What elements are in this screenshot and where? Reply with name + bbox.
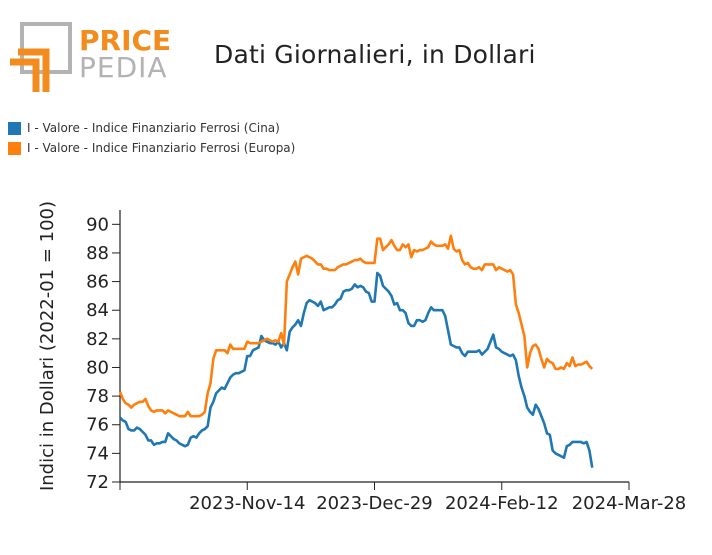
- y-tick-label: 72: [86, 472, 109, 493]
- chart-title: Dati Giornalieri, in Dollari: [214, 40, 536, 69]
- legend-swatch-cina: [8, 121, 21, 135]
- x-tick-label: 2023-Nov-14: [189, 493, 305, 514]
- series-layer: [118, 234, 594, 468]
- x-tick-label: 2023-Dec-29: [316, 493, 433, 514]
- pricepedia-logo-mark: PRICE PEDIA: [10, 22, 171, 92]
- legend-swatch-europa: [8, 141, 21, 155]
- logo-word-pedia: PEDIA: [79, 51, 168, 84]
- legend-item-europa[interactable]: I - Valore - Indice Finanziario Ferrosi …: [8, 138, 295, 158]
- logo-orange-corner-outer: [10, 58, 40, 92]
- y-tick-label: 88: [86, 243, 109, 264]
- y-tick-label: 76: [86, 415, 109, 436]
- pricepedia-logo: PRICE PEDIA: [8, 22, 178, 94]
- y-tick-label: 86: [86, 272, 109, 293]
- y-tick-label: 82: [86, 329, 109, 350]
- y-tick-label: 84: [86, 300, 109, 321]
- x-axis: 2023-Nov-14 2023-Dec-29 2024-Feb-12 2024-Ma…: [119, 481, 687, 514]
- legend-label-cina: I - Valore - Indice Finanziario Ferrosi …: [27, 121, 280, 135]
- legend-item-cina[interactable]: I - Valore - Indice Finanziario Ferrosi …: [8, 118, 295, 138]
- series-line-cina: [119, 271, 594, 468]
- y-tick-label: 90: [86, 214, 109, 235]
- x-tick-label: 2024-Mar-28: [572, 493, 687, 514]
- series-line-europa: [118, 234, 594, 418]
- y-axis-label: Indici in Dollari (2022-01 = 100): [37, 201, 58, 491]
- y-axis: 72 74 76 78 80 82 84 86 88 90: [86, 210, 121, 493]
- logo-orange-corner-inner: [18, 48, 50, 92]
- y-tick-label: 74: [86, 443, 109, 464]
- y-tick-label: 78: [86, 386, 109, 407]
- legend: I - Valore - Indice Finanziario Ferrosi …: [8, 118, 295, 158]
- y-tick-label: 80: [86, 357, 109, 378]
- x-tick-label: 2024-Feb-12: [445, 493, 559, 514]
- logo-word-price: PRICE: [79, 24, 171, 57]
- legend-label-europa: I - Valore - Indice Finanziario Ferrosi …: [27, 141, 296, 155]
